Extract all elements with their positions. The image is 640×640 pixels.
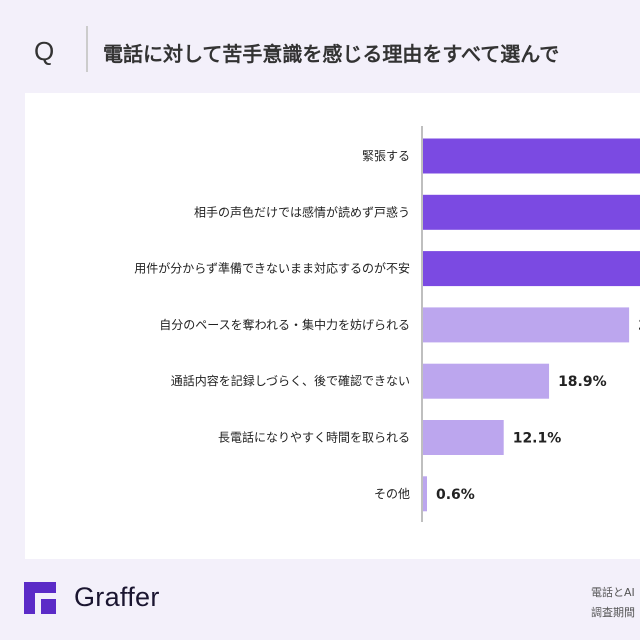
footer-note-source: 電話とAI xyxy=(591,586,635,599)
value-label: 18.9% xyxy=(558,374,607,390)
category-label: 用件が分からず準備できないまま対応するのが不安 xyxy=(134,261,410,276)
value-label: 12.1% xyxy=(513,431,562,447)
value-label: 30.9% xyxy=(638,318,640,334)
bar xyxy=(423,194,640,230)
chart-title: 電話に対して苦手意識を感じる理由をすべて選んで xyxy=(103,42,560,66)
bar xyxy=(423,363,550,399)
category-label: その他 xyxy=(374,487,410,501)
category-label: 自分のペースを奪われる・集中力を妨げられる xyxy=(159,317,410,332)
bar xyxy=(423,251,640,287)
question-mark: Q xyxy=(34,36,55,66)
footer-note-period: 調査期間 xyxy=(591,606,635,619)
bar xyxy=(423,307,630,343)
bar xyxy=(423,476,428,512)
category-label: 通話内容を記録しづらく、後で確認できない xyxy=(171,373,410,388)
bar xyxy=(423,420,504,455)
category-label: 相手の声色だけでは感情が読めず戸惑う xyxy=(194,204,410,219)
title-divider xyxy=(86,26,88,72)
category-label: 緊張する xyxy=(362,149,410,163)
category-label: 長電話になりやすく時間を取られる xyxy=(218,430,410,445)
graffer-logo-icon xyxy=(24,582,56,614)
value-label: 0.6% xyxy=(436,487,475,503)
brand-name: Graffer xyxy=(74,582,160,612)
bar xyxy=(423,138,640,174)
